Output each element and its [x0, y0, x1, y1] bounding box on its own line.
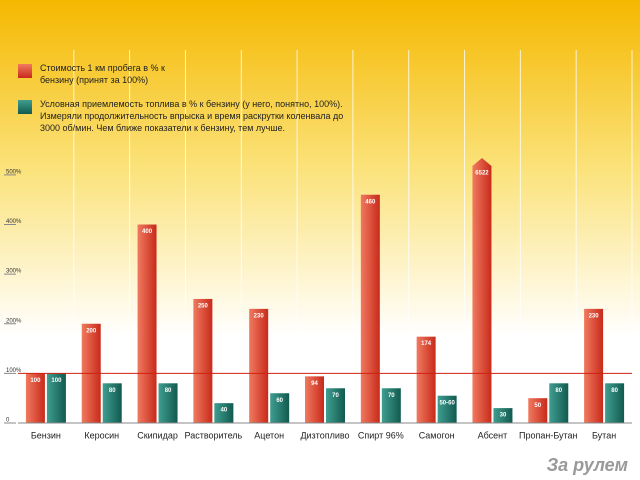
value-label: 70: [332, 393, 339, 399]
legend-entry: Стоимость 1 км пробега в % к бензину (пр…: [40, 63, 165, 85]
value-label: 80: [611, 388, 618, 394]
value-label: 400: [142, 229, 153, 235]
value-label: 60: [276, 398, 283, 404]
y-tick-label: 0: [6, 418, 10, 424]
bar: [360, 194, 380, 423]
y-tick-label: 200%: [6, 318, 22, 324]
bar: [381, 388, 401, 423]
value-label: 94: [311, 381, 318, 387]
value-label: 50: [534, 403, 541, 409]
value-label: 70: [388, 393, 395, 399]
bar: [137, 224, 157, 423]
x-tick-label: Абсент: [478, 430, 508, 440]
bar: [493, 408, 513, 423]
bar: [326, 388, 345, 423]
bar: [214, 403, 234, 423]
value-label: 6522: [475, 171, 489, 177]
watermark: За рулем: [547, 455, 628, 475]
bar: [528, 398, 548, 423]
value-label: 100: [51, 378, 62, 384]
bar: [46, 373, 66, 423]
value-label: 100: [30, 378, 41, 384]
value-label: 80: [165, 388, 172, 394]
x-tick-label: Ацетон: [254, 430, 284, 440]
plot-area: [25, 158, 625, 423]
bar: [584, 308, 604, 423]
bar: [102, 383, 122, 423]
y-tick-label: 400%: [6, 219, 22, 225]
x-tick-label: Бензин: [31, 430, 61, 440]
y-tick-label: 500%: [6, 169, 22, 175]
value-label: 460: [365, 199, 376, 205]
x-tick-label: Бутан: [592, 430, 616, 440]
x-tick-label: Самогон: [419, 430, 455, 440]
value-label: 30: [500, 413, 507, 419]
x-tick-label: Дизтопливо: [300, 430, 349, 440]
bar: [437, 395, 457, 423]
bar: [305, 376, 324, 423]
bar: [605, 383, 625, 423]
x-tick-label: Растворитель: [185, 430, 243, 440]
value-label: 80: [555, 388, 562, 394]
bar: [270, 393, 290, 423]
value-label: 174: [421, 341, 432, 347]
x-tick-label: Скипидар: [137, 430, 178, 440]
bar: [249, 308, 269, 423]
value-label: 230: [254, 313, 265, 319]
bar: [25, 373, 45, 423]
value-label: 80: [109, 388, 116, 394]
legend-swatch: [18, 64, 32, 78]
bar: [549, 383, 569, 423]
bar: [158, 383, 178, 423]
bar: [416, 336, 436, 423]
value-label: 50-60: [439, 400, 455, 406]
value-label: 40: [221, 408, 228, 414]
legend-entry: Условная приемлемость топлива в % к бенз…: [40, 99, 344, 133]
x-tick-label: Спирт 96%: [358, 430, 404, 440]
value-label: 250: [198, 304, 209, 310]
legend-swatch: [18, 100, 32, 114]
x-tick-label: Керосин: [84, 430, 119, 440]
value-label: 230: [589, 313, 600, 319]
y-tick-label: 100%: [6, 368, 22, 374]
y-tick-label: 300%: [6, 269, 22, 275]
value-label: 200: [86, 328, 97, 334]
x-tick-label: Пропан-Бутан: [519, 430, 578, 440]
bar: [472, 158, 492, 423]
bar: [193, 298, 213, 423]
